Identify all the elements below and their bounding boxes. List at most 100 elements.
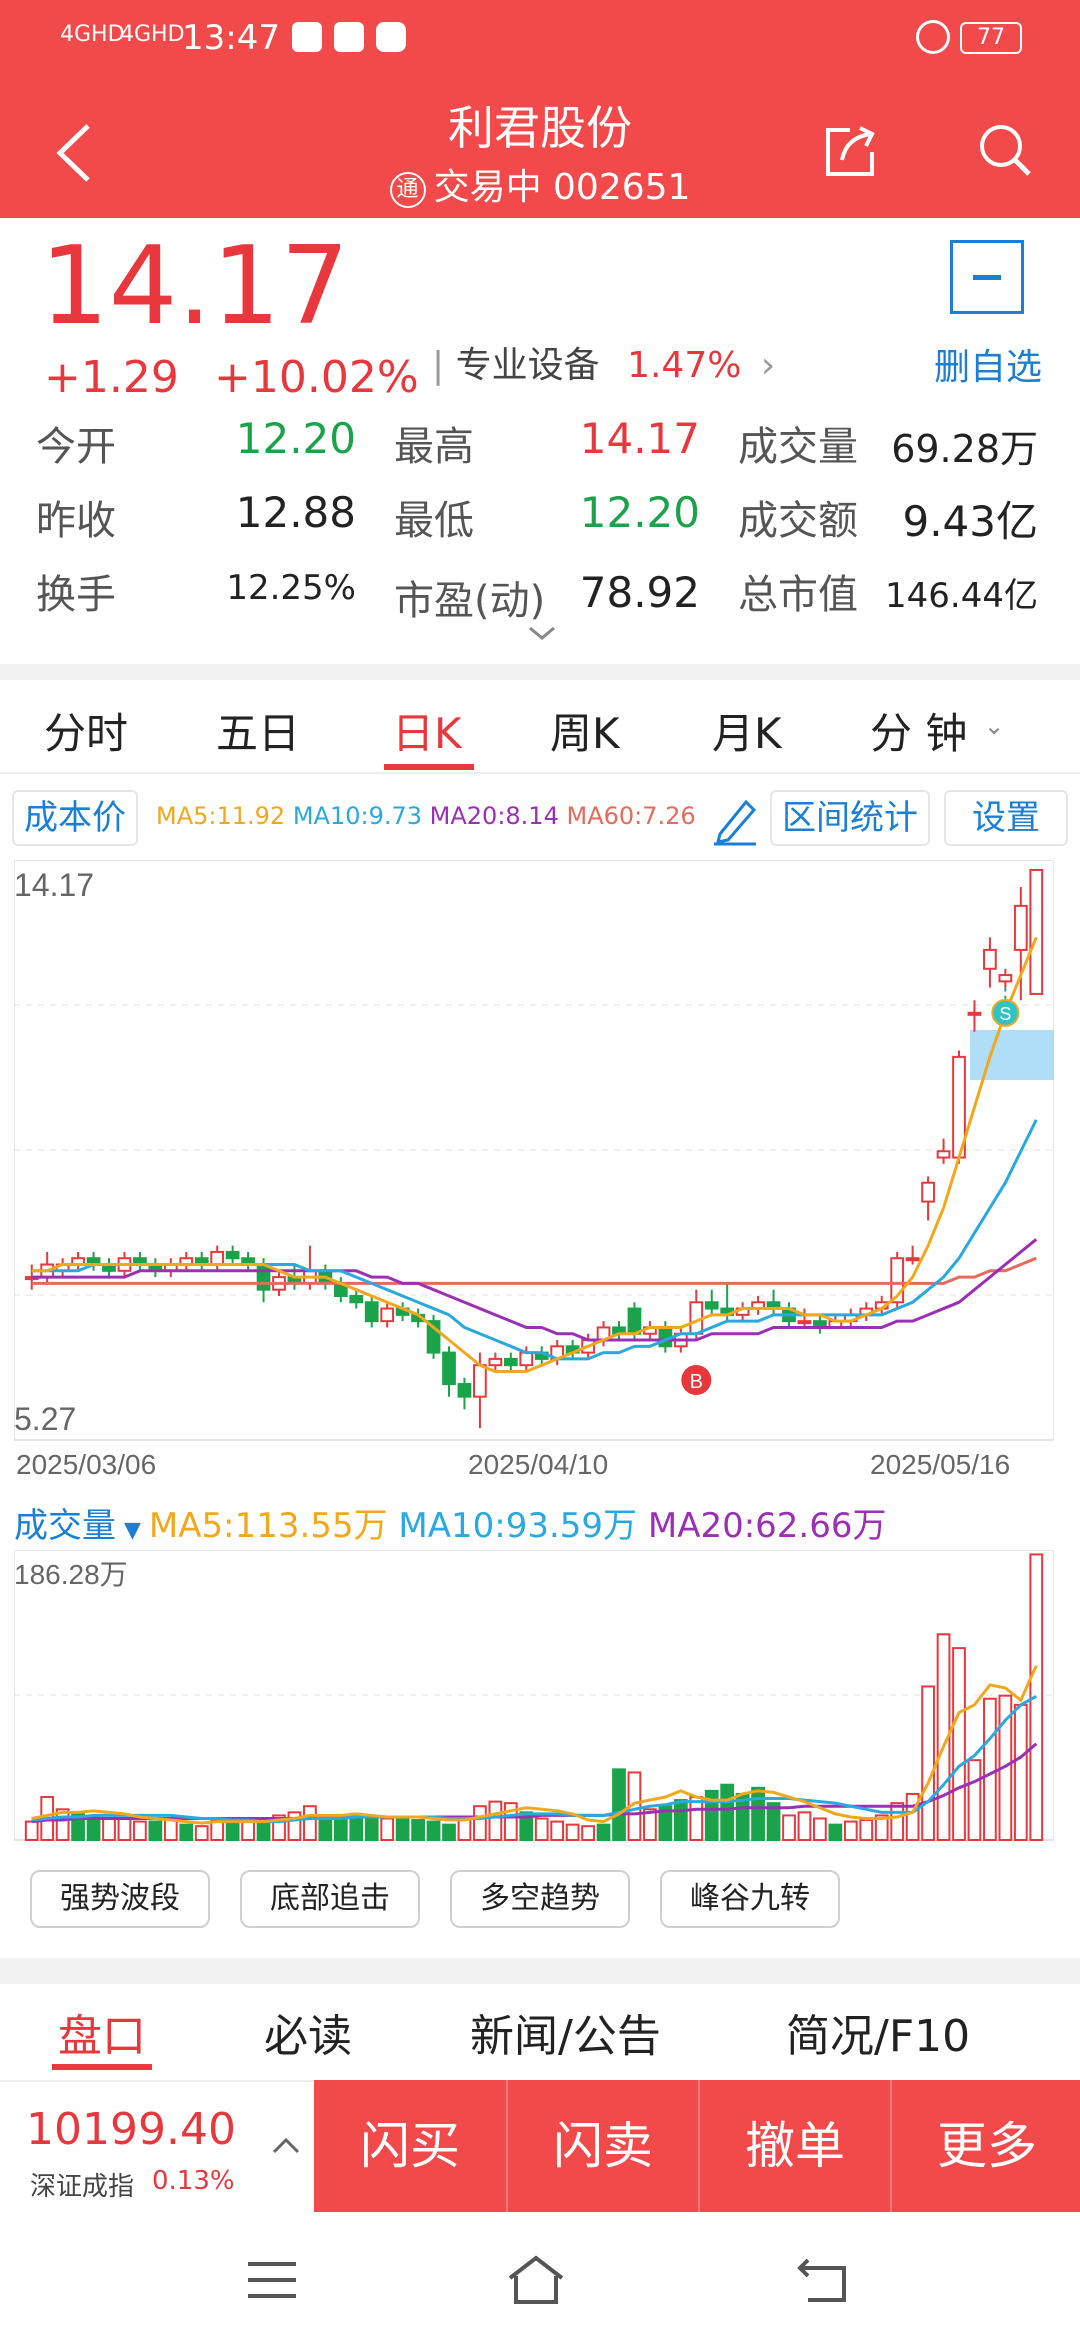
vol-ma10-legend: MA10:93.59万 <box>398 1506 638 1546</box>
candle-body <box>225 1250 240 1260</box>
cost-price-button[interactable]: 成本价 <box>12 790 138 846</box>
more-button[interactable]: 更多 <box>890 2080 1080 2212</box>
indicator-bottom-chase[interactable]: 底部追击 <box>240 1870 420 1928</box>
candle-body <box>473 1364 487 1398</box>
chevron-right-icon: › <box>760 345 776 386</box>
chevron-down-icon[interactable]: ⌄ <box>984 712 1005 740</box>
volume-bar <box>133 1820 147 1841</box>
flash-buy-button[interactable]: 闪买 <box>360 2117 460 2175</box>
volume-bar <box>658 1805 673 1842</box>
volume-bar <box>612 1768 626 1841</box>
market-cap-value: 146.44亿 <box>885 576 1038 616</box>
candle-body <box>1013 904 1028 951</box>
volume-bar <box>473 1805 487 1842</box>
volume-chart[interactable]: 186.28万 <box>14 1550 1054 1844</box>
header-bar: 4GHD 4GHD 13:47 77 利君股份 通交易中 002651 <box>0 0 1080 218</box>
candle-body <box>349 1294 364 1304</box>
remove-watchlist-label[interactable]: 删自选 <box>934 347 1043 388</box>
volume-bar <box>148 1820 163 1841</box>
candle-body <box>627 1307 642 1335</box>
volume-bar <box>55 1808 70 1842</box>
tab-monthly-k[interactable]: 月K <box>712 709 782 758</box>
battery-icon: 77 <box>960 22 1022 54</box>
volume-bar <box>194 1825 209 1842</box>
ma-legend: MA5:11.92 MA10:9.73 MA20:8.14 MA60:7.26 <box>156 802 696 830</box>
y-max-label: 14.17 <box>14 867 94 903</box>
tab-minute[interactable]: 分 钟 <box>870 709 968 758</box>
tab-weekly-k[interactable]: 周K <box>550 709 620 758</box>
prev-close-label: 昨收 <box>36 498 116 544</box>
volume-bar <box>905 1792 920 1842</box>
cancel-order-button[interactable]: 撤单 <box>698 2080 890 2212</box>
volume-bar <box>272 1814 286 1841</box>
tab-intraday[interactable]: 分时 <box>44 709 129 758</box>
tab-news[interactable]: 新闻/公告 <box>470 2011 661 2062</box>
ma5-legend: MA5:11.92 <box>156 802 286 830</box>
market-cap-label: 总市值 <box>738 572 858 618</box>
tab-must-read[interactable]: 必读 <box>264 2011 352 2062</box>
volume-bar <box>364 1815 379 1842</box>
volume-bar <box>921 1685 935 1841</box>
volume-bar <box>210 1819 225 1842</box>
tab-f10[interactable]: 简况/F10 <box>786 2011 971 2062</box>
vol-ma5-legend: MA5:113.55万 <box>148 1506 388 1546</box>
index-ticker[interactable]: 10199.40 深证成指 0.13% <box>0 2080 314 2212</box>
flash-sell-button[interactable]: 闪卖 <box>506 2080 698 2212</box>
volume-bar <box>179 1823 194 1841</box>
buy-marker-label: B <box>690 1371 703 1393</box>
volume-bar <box>503 1802 518 1841</box>
signal-label-2: 4GHD <box>120 22 185 47</box>
back-arrow-icon[interactable] <box>50 118 100 188</box>
remove-watchlist-icon[interactable] <box>950 240 1024 314</box>
candle-body <box>905 1257 920 1262</box>
volume-bar <box>890 1802 905 1841</box>
share-icon[interactable] <box>820 122 880 182</box>
volume-bar <box>720 1783 735 1841</box>
candle-body <box>983 948 997 970</box>
volume-bar <box>426 1820 441 1841</box>
volume-bar <box>751 1786 765 1841</box>
candle-body <box>998 974 1013 983</box>
back-icon[interactable] <box>794 2250 854 2310</box>
triangle-down-icon[interactable]: ▼ <box>124 1518 141 1543</box>
volume-bar <box>86 1815 101 1842</box>
x-label-end: 2025/05/16 <box>870 1449 1010 1480</box>
low-label: 最低 <box>394 498 474 544</box>
indicator-strong-band[interactable]: 强势波段 <box>30 1870 210 1928</box>
tab-daily-k[interactable]: 日K <box>392 709 462 758</box>
tong-badge-icon: 通 <box>389 172 426 208</box>
pencil-icon[interactable] <box>710 792 760 846</box>
indicator-peak-valley[interactable]: 峰谷九转 <box>660 1870 840 1928</box>
trade-bar <box>314 2080 1080 2212</box>
volume-bar <box>813 1817 827 1841</box>
volume-bar <box>936 1633 951 1841</box>
range-stats-button[interactable]: 区间统计 <box>770 790 930 846</box>
volume-bar <box>797 1811 812 1842</box>
expand-chevron-icon[interactable] <box>526 624 558 644</box>
volume-title[interactable]: 成交量 <box>14 1506 116 1546</box>
home-icon[interactable] <box>506 2250 566 2310</box>
index-name: 深证成指 <box>30 2172 135 2202</box>
volume-bar <box>782 1814 796 1841</box>
ma10-line <box>31 1119 1038 1361</box>
volume-bar <box>828 1823 843 1841</box>
volume-bar <box>689 1796 704 1842</box>
candle-body <box>967 1011 982 1016</box>
volume-bar <box>117 1817 132 1841</box>
volume-bar <box>457 1817 472 1841</box>
sector-link[interactable]: | 专业设备 1.47% › <box>432 336 775 388</box>
volume-bar <box>241 1820 255 1841</box>
buy-marker <box>681 1365 712 1396</box>
candle-body <box>426 1320 441 1354</box>
ma20-legend: MA20:8.14 <box>429 802 559 830</box>
tab-five-day[interactable]: 五日 <box>216 709 301 758</box>
tab-order-book[interactable]: 盘口 <box>58 2011 146 2062</box>
settings-button[interactable]: 设置 <box>944 790 1068 846</box>
menu-icon[interactable] <box>242 2250 302 2310</box>
search-icon[interactable] <box>975 120 1035 180</box>
volume-bar <box>519 1811 534 1842</box>
y-min-label: 5.27 <box>14 1401 76 1437</box>
chevron-up-icon[interactable] <box>270 2134 302 2158</box>
kline-chart[interactable]: 14.17 5.27 2025/03/06 2025/04/10 2025/05… <box>14 860 1054 1490</box>
indicator-bull-bear[interactable]: 多空趋势 <box>450 1870 630 1928</box>
